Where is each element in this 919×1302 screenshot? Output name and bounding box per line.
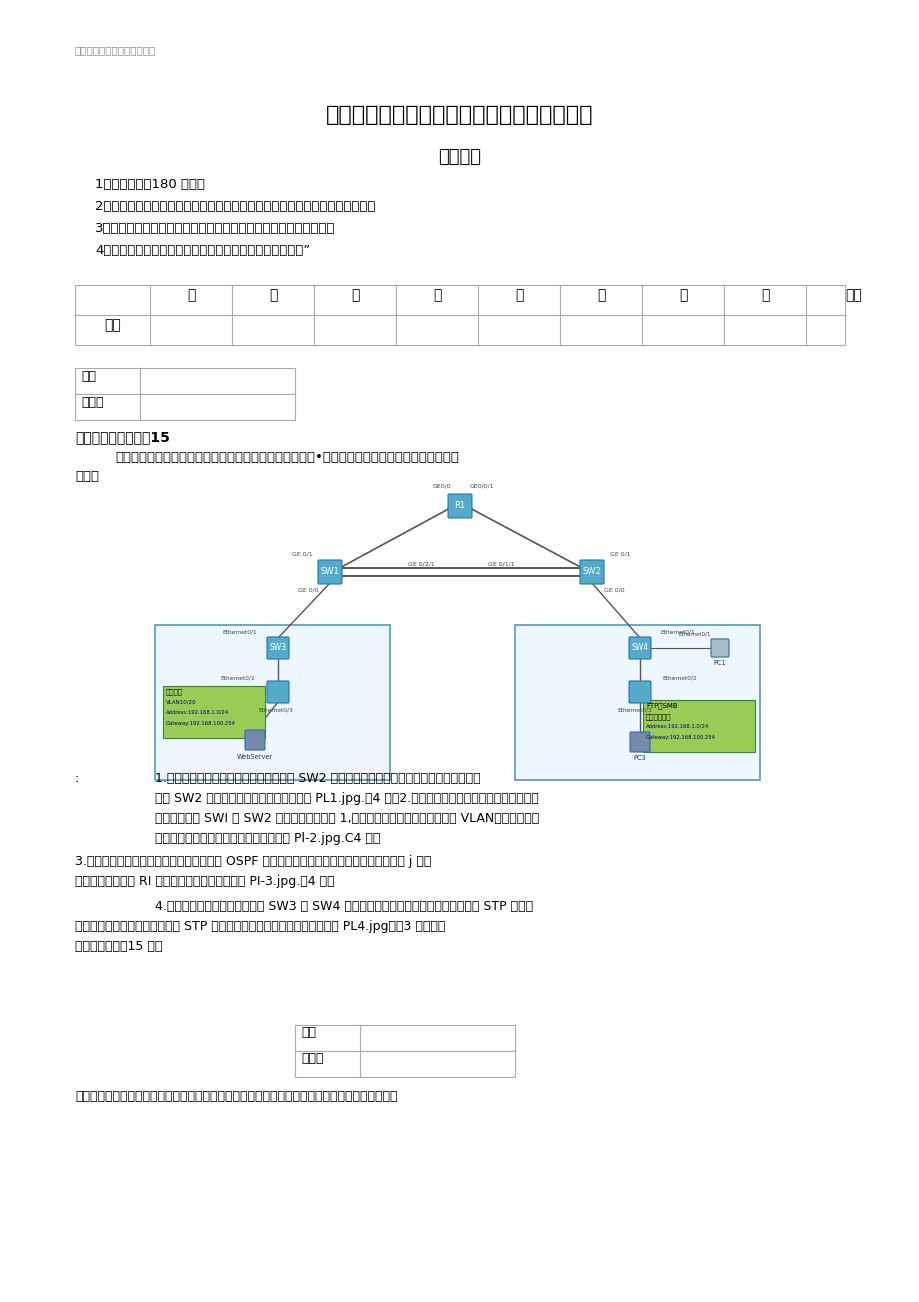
Text: VLAN10/20: VLAN10/20 (165, 699, 197, 704)
Text: PC3: PC3 (633, 755, 646, 760)
Text: Gateway:192.168.100.254: Gateway:192.168.100.254 (645, 736, 715, 740)
Text: PC1: PC1 (713, 660, 726, 667)
Text: GE 0/1/1: GE 0/1/1 (487, 561, 514, 566)
Text: SW2: SW2 (582, 568, 601, 577)
Text: 得分: 得分 (301, 1026, 315, 1039)
Text: 3.根据拓扑结构以及预先配置的内容，配置 OSPF 动态路由协议，完成研发区域和服务器区域 j 的互: 3.根据拓扑结构以及预先配置的内容，配置 OSPF 动态路由协议，完成研发区域和… (75, 855, 431, 868)
Text: 汇聚成交换机 SWI 和 SW2 上配置链路聚合组 1,提高链路的带宽，并放行所有的 VLAN。配置完毕后: 汇聚成交换机 SWI 和 SW2 上配置链路聚合组 1,提高链路的带宽，并放行所… (154, 812, 539, 825)
Bar (75, 395, 295, 421)
Bar (75, 285, 844, 345)
Text: 广东省职业技能等级认定成卷: 广东省职业技能等级认定成卷 (75, 46, 156, 55)
Text: 服务器区域七: 服务器区域七 (645, 713, 671, 720)
FancyBboxPatch shape (267, 637, 289, 659)
Text: 四: 四 (432, 288, 441, 302)
Text: Ethernet0/1: Ethernet0/1 (222, 629, 257, 634)
Text: GE0/0: GE0/0 (432, 483, 451, 488)
Text: 4、不要在试卷上乱写乱画，不要在标封区填写无关的内容”: 4、不要在试卷上乱写乱画，不要在标封区填写无关的内容” (95, 243, 310, 256)
Text: 六: 六 (596, 288, 605, 302)
Text: 总分: 总分 (845, 288, 861, 302)
Text: GE0/0/1: GE0/0/1 (470, 483, 494, 488)
Text: 八: 八 (760, 288, 768, 302)
Bar (154, 625, 390, 780)
Text: 三: 三 (350, 288, 358, 302)
Text: SW3: SW3 (269, 643, 286, 652)
FancyBboxPatch shape (629, 681, 651, 703)
Text: 五: 五 (515, 288, 523, 302)
Text: 口。在任意一台交换机上对配置 STP 边缘接口的完整命令进行截图并命名为 PL4.jpg。（3 分）二、: 口。在任意一台交换机上对配置 STP 边缘接口的完整命令进行截图并命名为 PL4… (75, 921, 445, 934)
Text: 一、网络安全防护（15: 一、网络安全防护（15 (75, 430, 170, 444)
FancyBboxPatch shape (710, 639, 728, 658)
Text: Address:192.168.1.0/24: Address:192.168.1.0/24 (165, 710, 229, 715)
Text: SW1: SW1 (321, 568, 339, 577)
Text: R1: R1 (454, 501, 465, 510)
Text: GE 0/0: GE 0/0 (298, 587, 318, 592)
Bar (295, 1051, 515, 1077)
Text: 4.考虑到优化网络结构，需要在 SW3 和 SW4 和终端或者服务器相连接的接口上，配置 STP 边缘接: 4.考虑到优化网络结构，需要在 SW3 和 SW4 和终端或者服务器相连接的接口… (154, 900, 532, 913)
Text: Ethernet0/1: Ethernet0/1 (660, 629, 695, 634)
Text: GE 0/2/1: GE 0/2/1 (407, 561, 434, 566)
FancyBboxPatch shape (244, 730, 265, 750)
Text: Ethernet0/3: Ethernet0/3 (258, 707, 293, 712)
Text: Ethernet0/2: Ethernet0/2 (221, 676, 255, 681)
Text: 评分人: 评分人 (81, 396, 103, 409)
Text: 研发区域: 研发区域 (165, 687, 183, 694)
Text: GE 0/0: GE 0/0 (603, 587, 624, 592)
Text: 七: 七 (678, 288, 686, 302)
FancyBboxPatch shape (267, 681, 289, 703)
Text: 注意事项: 注意事项 (438, 148, 481, 165)
Text: 3、请仔细阅读各种题目的回答要求，在规定的位置填写您的答案。: 3、请仔细阅读各种题目的回答要求，在规定的位置填写您的答案。 (95, 223, 335, 234)
Text: :: : (75, 772, 79, 785)
FancyBboxPatch shape (318, 560, 342, 585)
Text: 2、请首先按要求在试卷的标封处填写您的姓名、准考证号和所在单位的名称。: 2、请首先按要求在试卷的标封处填写您的姓名、准考证号和所在单位的名称。 (95, 201, 375, 214)
Bar (515, 625, 759, 780)
Text: SW4: SW4 (630, 643, 648, 652)
Text: 换机 SW2 路由表的输出结果截图并命名为 PL1.jpg.（4 分）2.根据拓扑结构以及预先配置的内容，在: 换机 SW2 路由表的输出结果截图并命名为 PL1.jpg.（4 分）2.根据拓… (154, 792, 539, 805)
Text: Ethernet0/2: Ethernet0/2 (662, 676, 697, 681)
Bar (75, 368, 295, 395)
Text: FTP、SMB: FTP、SMB (645, 702, 677, 708)
Text: 1、考试时间：180 分钟。: 1、考试时间：180 分钟。 (95, 178, 205, 191)
Text: Gateway:192.168.100.254: Gateway:192.168.100.254 (165, 721, 236, 727)
Bar (163, 686, 265, 738)
Text: Ethernet0/1: Ethernet0/1 (678, 631, 710, 637)
Bar (295, 1025, 515, 1051)
Text: GE 0/1: GE 0/1 (609, 552, 630, 556)
Text: 对链路聚合状态的输出结果截图并命名为 Pl-2.jpg.C4 分）: 对链路聚合状态的输出结果截图并命名为 Pl-2.jpg.C4 分） (154, 832, 380, 845)
Text: Ethernet0/3: Ethernet0/3 (617, 707, 652, 712)
Text: 一: 一 (187, 288, 195, 302)
Text: WebServer: WebServer (236, 754, 273, 760)
FancyBboxPatch shape (630, 732, 650, 753)
Text: 公司网络需要重新改造，你作为网络的安全管理人员需要•同参与公司网结的建设。拓扑信息如下: 公司网络需要重新改造，你作为网络的安全管理人员需要•同参与公司网结的建设。拓扑信… (115, 450, 459, 464)
Text: 网络安全管理员技能等级认定瞌技能考核样卷: 网络安全管理员技能等级认定瞌技能考核样卷 (326, 105, 593, 125)
FancyBboxPatch shape (448, 493, 471, 518)
FancyBboxPatch shape (629, 637, 651, 659)
FancyBboxPatch shape (579, 560, 604, 585)
Text: 公司网络中的服务器系统存在安全性的问题，你作为网络的安全管理人员需合理配置操作系统安全: 公司网络中的服务器系统存在安全性的问题，你作为网络的安全管理人员需合理配置操作系… (75, 1090, 397, 1103)
Text: 二: 二 (268, 288, 277, 302)
Text: 通。陌置完毕后将 RI 路由器的路由表截图命名为 PI-3.jpg.（4 分）: 通。陌置完毕后将 RI 路由器的路由表截图命名为 PI-3.jpg.（4 分） (75, 875, 335, 888)
Text: GE 0/1: GE 0/1 (291, 552, 312, 556)
Text: 得分: 得分 (104, 318, 120, 332)
Text: 系统终端防护（15 分）: 系统终端防护（15 分） (75, 940, 162, 953)
Text: 所示：: 所示： (75, 470, 99, 483)
Text: 评分人: 评分人 (301, 1052, 323, 1065)
Text: 1.根据拓扑结构以及预先配置的内容，在 SW2 上为研发部门配置网关。配置完毕后对核心交: 1.根据拓扑结构以及预先配置的内容，在 SW2 上为研发部门配置网关。配置完毕后… (154, 772, 480, 785)
Bar (642, 700, 754, 753)
Text: Address:192.168.1.0/24: Address:192.168.1.0/24 (645, 724, 709, 729)
Text: 得分: 得分 (81, 370, 96, 383)
